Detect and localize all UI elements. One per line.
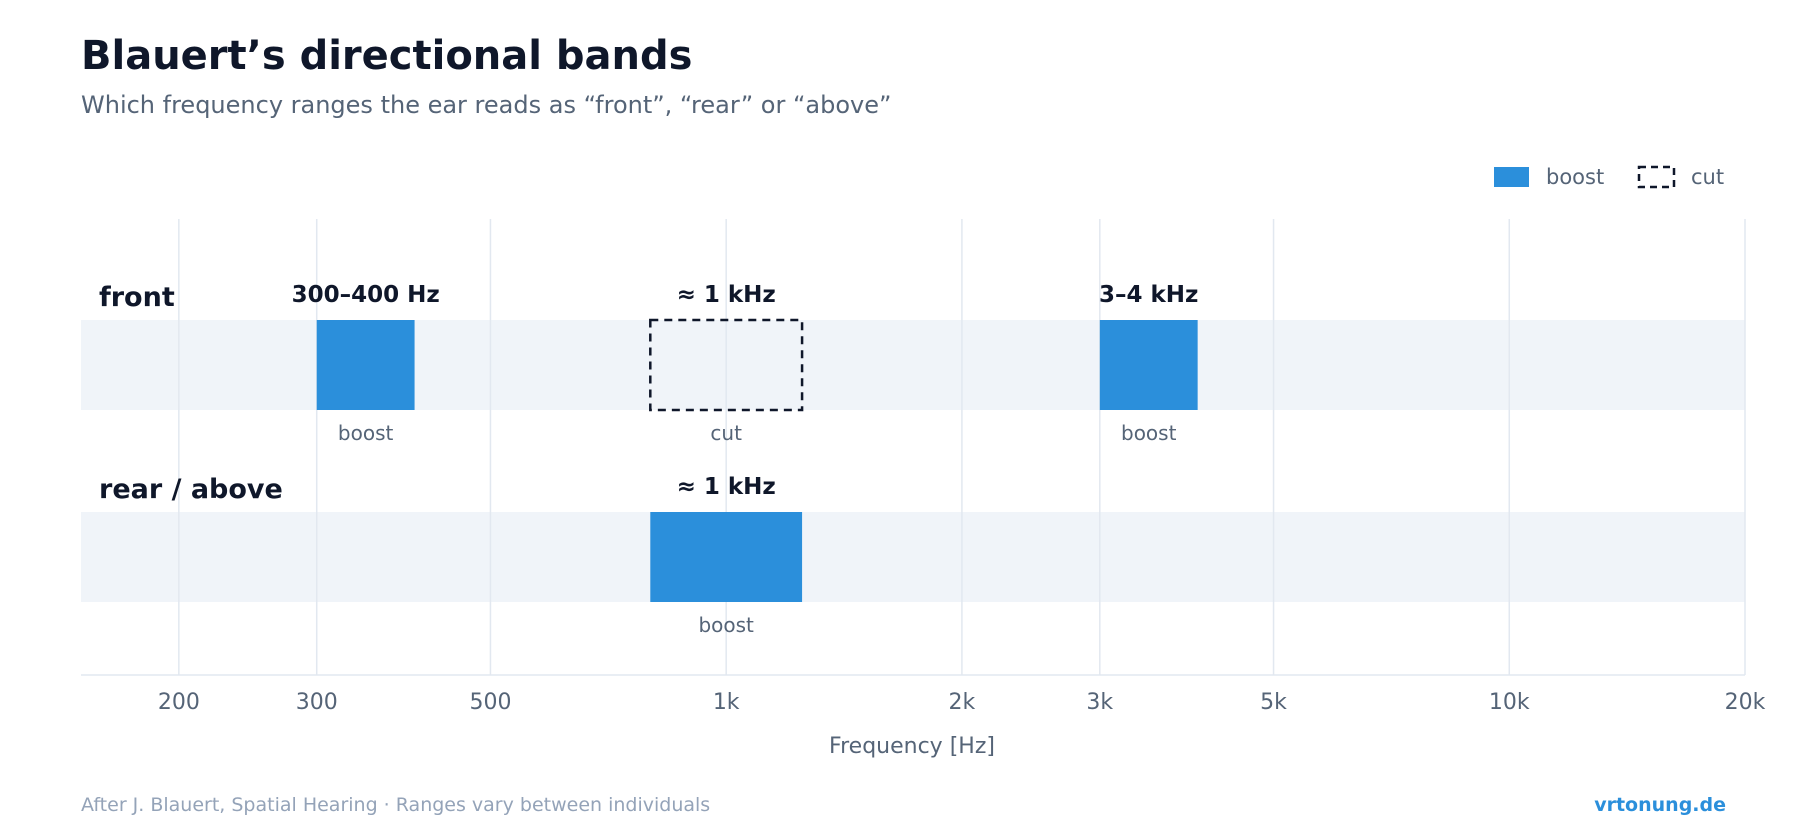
x-tick-label: 10k <box>1489 690 1530 715</box>
footer-brand-link[interactable]: vrtonung.de <box>1594 794 1726 816</box>
row-name: front <box>99 282 175 313</box>
chart-title: Blauert’s directional bands <box>81 33 692 79</box>
row-name: rear / above <box>99 474 283 505</box>
x-tick-label: 20k <box>1725 690 1766 715</box>
x-tick-label: 200 <box>158 690 200 715</box>
boost-band <box>650 512 803 602</box>
band-range-label: 300–400 Hz <box>292 282 440 308</box>
x-tick-label: 1k <box>713 690 740 715</box>
x-tick-label: 5k <box>1260 690 1287 715</box>
band-range-label: ≈ 1 kHz <box>677 474 776 500</box>
legend-boost-swatch <box>1494 167 1529 187</box>
band-kind-label: boost <box>698 613 754 637</box>
chart-subtitle: Which frequency ranges the ear reads as … <box>81 91 891 119</box>
x-tick-label: 500 <box>469 690 511 715</box>
boost-band <box>1099 320 1198 410</box>
band-kind-label: boost <box>1121 421 1177 445</box>
band-kind-label: boost <box>338 421 394 445</box>
x-tick-label: 300 <box>296 690 338 715</box>
row-band <box>81 512 1745 602</box>
band-range-label: ≈ 1 kHz <box>677 282 776 308</box>
plot-area: 200 300 500 1k 2k 3k 5k 10k 20k front 300–400 Hz bo… <box>81 219 1766 715</box>
legend-cut-swatch <box>1637 165 1676 189</box>
band-kind-label: cut <box>710 421 742 445</box>
footer-source: After J. Blauert, Spatial Hearing · Rang… <box>81 794 710 816</box>
x-tick-label: 3k <box>1086 690 1113 715</box>
legend: boost cut <box>1494 165 1724 189</box>
legend-boost-label: boost <box>1546 165 1604 189</box>
x-axis-label: Frequency [Hz] <box>829 734 995 759</box>
boost-band <box>316 320 415 410</box>
legend-cut-label: cut <box>1691 165 1724 189</box>
band-range-label: 3–4 kHz <box>1099 282 1198 308</box>
x-tick-label: 2k <box>949 690 976 715</box>
cut-band <box>649 318 804 412</box>
